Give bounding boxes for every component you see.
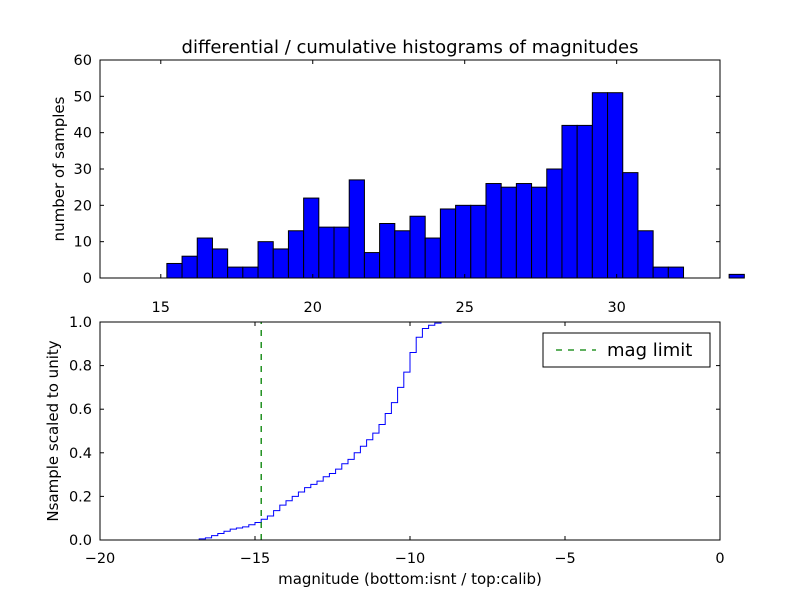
- histogram-bar: [227, 266, 244, 279]
- bottom-axis-ticks: −20 −15 −10 −5 0 0.0 0.2 0.4 0.6 0.8 1.0: [69, 315, 725, 567]
- histogram-bar: [166, 262, 183, 279]
- histogram-bar: [181, 255, 198, 279]
- top-x-tick-label: 25: [455, 300, 473, 316]
- histogram-bar: [470, 204, 487, 279]
- histogram-bar: [196, 237, 213, 279]
- top-chart-title: differential / cumulative histograms of …: [182, 37, 639, 58]
- histogram-bar: [272, 248, 289, 279]
- histogram-bar: [211, 248, 229, 279]
- histogram-bar: [257, 241, 274, 279]
- histogram-bar: [485, 183, 502, 279]
- histogram-bar: [531, 186, 548, 279]
- top-x-tick-label: 20: [304, 300, 322, 316]
- top-y-tick-label: 30: [74, 162, 92, 178]
- bottom-x-axis-label: magnitude (bottom:isnt / top:calib): [278, 570, 542, 588]
- histogram-bar: [287, 230, 305, 279]
- histogram-bar: [728, 273, 745, 279]
- bottom-x-tick-label: −20: [85, 551, 116, 567]
- bottom-y-tick-label: 0.4: [69, 446, 92, 462]
- bottom-y-tick-label: 0.6: [69, 402, 92, 418]
- bottom-x-tick-label: −15: [240, 551, 271, 567]
- histogram-bar: [242, 266, 259, 279]
- histogram-bar: [591, 92, 609, 279]
- histogram-bar: [607, 92, 624, 279]
- histogram-bar: [379, 223, 396, 279]
- top-y-tick-label: 40: [74, 126, 92, 142]
- histogram-bar: [303, 197, 320, 279]
- bottom-x-tick-label: −5: [554, 551, 575, 567]
- bottom-y-tick-label: 1.0: [69, 315, 92, 331]
- top-y-axis-label: number of samples: [50, 96, 68, 241]
- histogram-bar: [363, 252, 381, 279]
- histogram-bar: [561, 124, 578, 279]
- histogram-bar: [394, 230, 411, 279]
- histogram-bar: [348, 179, 365, 279]
- histogram-bar: [318, 226, 335, 279]
- histogram-bar: [439, 208, 457, 279]
- histogram-bar: [500, 186, 517, 279]
- top-y-tick-label: 10: [74, 235, 92, 251]
- histogram-bar: [409, 215, 426, 279]
- histogram-bar: [424, 237, 441, 279]
- histogram-bar: [667, 266, 685, 279]
- histogram-bar: [652, 266, 669, 279]
- bottom-y-tick-label: 0.2: [69, 489, 92, 505]
- bottom-x-tick-label: 0: [715, 551, 724, 567]
- bottom-y-axis-label: Nsample scaled to unity: [44, 340, 62, 521]
- bottom-y-tick-label: 0.8: [69, 359, 92, 375]
- histogram-bar: [637, 230, 654, 279]
- histogram-bar: [333, 226, 350, 279]
- bottom-x-tick-label: −10: [395, 551, 426, 567]
- histogram-bar: [622, 172, 639, 279]
- top-y-tick-label: 60: [74, 53, 92, 69]
- cumulative-step-line: [100, 321, 460, 541]
- top-y-tick-label: 0: [83, 271, 92, 287]
- histogram-bar: [546, 168, 563, 279]
- top-y-tick-label: 20: [74, 198, 92, 214]
- top-x-tick-label: 30: [607, 300, 625, 316]
- bottom-y-tick-label: 0.0: [69, 533, 92, 549]
- histogram-bar: [455, 204, 472, 279]
- legend: mag limit: [542, 332, 711, 368]
- top-y-tick-label: 50: [74, 89, 92, 105]
- legend-mag-limit-label: mag limit: [607, 340, 692, 361]
- histogram-bar: [576, 124, 593, 279]
- top-axis-ticks: 15 20 25 30 0 10 20 30 40 50 60: [74, 53, 720, 316]
- histogram-bar: [515, 183, 533, 279]
- top-histogram-bars: [166, 92, 745, 279]
- top-x-tick-label: 15: [152, 300, 170, 316]
